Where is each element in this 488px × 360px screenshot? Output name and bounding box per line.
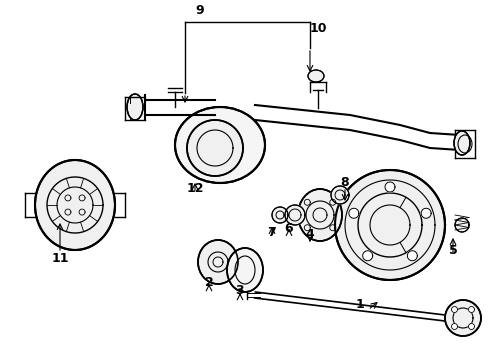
Ellipse shape	[35, 160, 115, 250]
Polygon shape	[450, 306, 457, 312]
Text: 6: 6	[284, 221, 293, 234]
Polygon shape	[362, 251, 372, 261]
Polygon shape	[348, 208, 358, 218]
Text: 3: 3	[235, 284, 244, 297]
Ellipse shape	[198, 240, 238, 284]
Polygon shape	[468, 324, 473, 329]
Text: 10: 10	[308, 22, 326, 35]
Polygon shape	[271, 207, 287, 223]
Ellipse shape	[175, 107, 264, 183]
Polygon shape	[450, 324, 457, 329]
Text: 8: 8	[340, 176, 348, 189]
Ellipse shape	[307, 70, 324, 82]
Polygon shape	[420, 208, 430, 218]
Polygon shape	[384, 182, 394, 192]
Polygon shape	[407, 251, 416, 261]
Polygon shape	[330, 186, 348, 204]
Ellipse shape	[226, 248, 263, 292]
Polygon shape	[186, 120, 243, 176]
Text: 5: 5	[447, 243, 456, 256]
Text: 12: 12	[186, 181, 203, 194]
Text: 2: 2	[204, 276, 213, 289]
Ellipse shape	[297, 189, 341, 241]
Ellipse shape	[453, 131, 469, 155]
Text: 7: 7	[267, 225, 276, 239]
Polygon shape	[444, 300, 480, 336]
Text: 4: 4	[305, 229, 314, 242]
Text: 9: 9	[195, 4, 204, 17]
Polygon shape	[285, 205, 305, 225]
Polygon shape	[334, 170, 444, 280]
Text: 1: 1	[355, 298, 364, 311]
Text: 11: 11	[51, 252, 69, 265]
Ellipse shape	[127, 94, 142, 120]
Polygon shape	[468, 306, 473, 312]
Polygon shape	[454, 218, 468, 232]
